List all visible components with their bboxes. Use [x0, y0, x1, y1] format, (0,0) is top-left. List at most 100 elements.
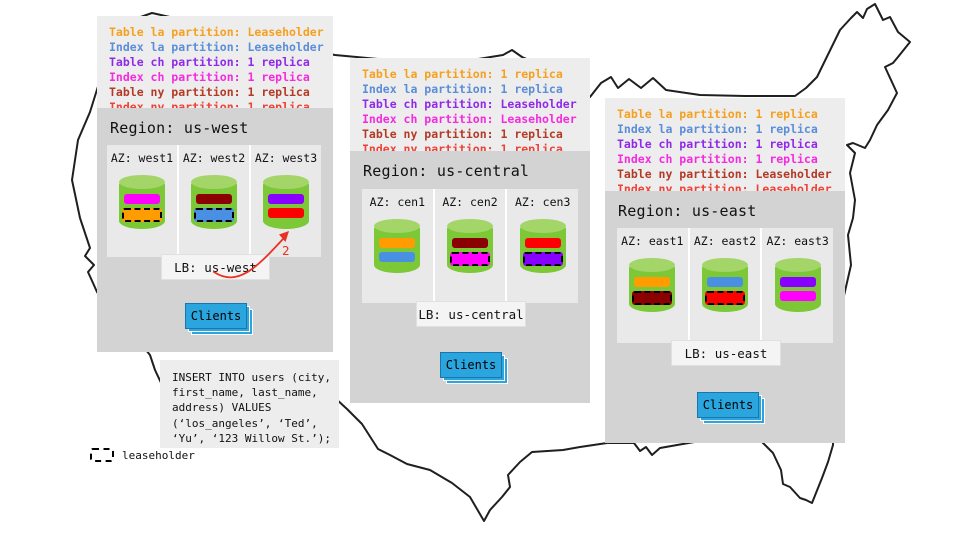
az-label: AZ: west1 — [110, 151, 174, 165]
db-node-cylinder — [519, 219, 566, 273]
partition-bar — [379, 238, 416, 248]
region-panel-us-east: Region: us-east AZ: east1 AZ: east2 — [605, 191, 845, 443]
partition-bar — [522, 252, 563, 266]
partition-bar — [122, 208, 162, 222]
clients-label: Clients — [440, 352, 502, 378]
sql-insert-note: INSERT INTO users (city, first_name, las… — [160, 360, 339, 448]
az-zone-cen3: AZ: cen3 — [507, 189, 579, 303]
sql-line: address) VALUES — [172, 401, 272, 415]
partition-bars — [119, 190, 165, 223]
sql-line: first_name, last_name, — [172, 386, 318, 400]
clients-box: Clients — [185, 303, 253, 335]
db-node-cylinder — [447, 219, 493, 273]
clients-label: Clients — [697, 392, 759, 418]
legend-line: Index ch partition: 1 replica — [109, 69, 310, 84]
partition-bar — [632, 291, 673, 305]
partition-bars — [447, 234, 493, 267]
partition-bar — [196, 194, 232, 204]
region-title: Region: us-central — [363, 162, 530, 180]
db-node-cylinder — [263, 175, 309, 229]
partition-bars — [263, 190, 309, 222]
partition-bar — [707, 277, 743, 287]
partition-bar — [634, 277, 671, 287]
az-label: AZ: west3 — [254, 151, 318, 165]
legend-line: Index la partition: 1 replica — [362, 81, 563, 96]
az-zone-west1: AZ: west1 — [107, 145, 177, 257]
region-title: Region: us-west — [110, 119, 249, 137]
az-label: AZ: west2 — [182, 151, 246, 165]
partition-bar — [524, 238, 561, 248]
legend-panel-us-west: Table la partition: Leaseholder Index la… — [97, 16, 333, 114]
legend-line: Table ny partition: 1 replica — [362, 126, 563, 141]
partition-bar — [379, 252, 416, 262]
az-group: AZ: west1 AZ: west2 AZ: — [107, 145, 321, 257]
az-group: AZ: cen1 AZ: cen2 AZ: ce — [362, 189, 579, 303]
sql-line: ‘Yu’, ‘123 Willow St.’); — [172, 431, 331, 445]
load-balancer-box: LB: us-west — [161, 254, 270, 280]
leaseholder-label: leaseholder — [122, 448, 195, 462]
db-node-cylinder — [702, 258, 748, 312]
legend-line: Table la partition: 1 replica — [617, 107, 818, 121]
db-node-cylinder — [629, 258, 676, 312]
partition-bar — [705, 291, 745, 305]
region-title: Region: us-east — [618, 202, 757, 220]
clients-box: Clients — [440, 352, 508, 384]
db-node-cylinder — [119, 175, 165, 229]
clients-label: Clients — [185, 303, 247, 329]
legend-line: Table la partition: Leaseholder — [109, 25, 324, 39]
legend-panel-us-central: Table la partition: 1 replica Index la p… — [350, 58, 590, 156]
sql-line: (‘los_angeles’, ‘Ted’, — [172, 416, 318, 430]
load-balancer-box: LB: us-east — [671, 340, 781, 366]
leaseholder-legend: leaseholder — [90, 448, 195, 462]
partition-bar — [779, 291, 816, 301]
region-panel-us-west: Region: us-west AZ: west1 AZ: west2 — [97, 108, 333, 352]
partition-bars — [374, 234, 420, 266]
legend-line: Table ch partition: 1 replica — [109, 54, 310, 69]
az-label: AZ: cen3 — [514, 195, 571, 209]
partition-bars — [775, 273, 821, 305]
az-group: AZ: east1 AZ: east2 AZ: — [617, 228, 834, 343]
legend-line: Table ch partition: Leaseholder — [362, 96, 577, 111]
partition-bar — [452, 238, 488, 248]
db-node-cylinder — [374, 219, 421, 273]
clients-box: Clients — [697, 392, 765, 424]
az-zone-west2: AZ: west2 — [179, 145, 249, 257]
legend-line: Index ch partition: Leaseholder — [362, 111, 577, 126]
db-node-cylinder — [774, 258, 821, 312]
legend-line: Index la partition: 1 replica — [617, 121, 818, 136]
az-zone-east1: AZ: east1 — [617, 228, 688, 343]
az-label: AZ: cen2 — [442, 195, 498, 209]
az-label: AZ: east3 — [766, 234, 829, 248]
partition-bars — [191, 190, 237, 223]
leaseholder-box-icon — [90, 448, 114, 462]
legend-line: Table la partition: 1 replica — [362, 67, 563, 81]
partition-bar — [268, 208, 304, 218]
db-node-cylinder — [191, 175, 237, 229]
replica-count-label: 2 — [282, 243, 290, 258]
legend-line: Index la partition: Leaseholder — [109, 39, 324, 54]
legend-line: Table ny partition: Leaseholder — [617, 166, 832, 181]
az-label: AZ: cen1 — [369, 195, 426, 209]
region-panel-us-central: Region: us-central AZ: cen1 AZ: cen2 — [350, 151, 590, 403]
az-zone-east3: AZ: east3 — [762, 228, 834, 343]
partition-bars — [520, 234, 566, 267]
legend-line: Table ch partition: 1 replica — [617, 136, 818, 151]
sql-line: INSERT INTO users (city, — [172, 371, 331, 384]
az-zone-cen2: AZ: cen2 — [434, 189, 506, 303]
az-label: AZ: east2 — [693, 234, 757, 248]
partition-bar — [779, 277, 816, 287]
partition-bar — [450, 252, 490, 266]
az-label: AZ: east1 — [621, 234, 684, 248]
partition-bar — [268, 194, 304, 204]
az-zone-cen1: AZ: cen1 — [362, 189, 433, 303]
partition-bar — [124, 194, 160, 204]
legend-line: Table ny partition: 1 replica — [109, 84, 310, 99]
az-zone-west3: AZ: west3 — [251, 145, 321, 257]
partition-bar — [194, 208, 234, 222]
partition-bars — [629, 273, 675, 306]
partition-bars — [702, 273, 748, 306]
az-zone-east2: AZ: east2 — [689, 228, 761, 343]
legend-line: Index ch partition: 1 replica — [617, 151, 818, 166]
legend-panel-us-east: Table la partition: 1 replica Index la p… — [605, 98, 845, 196]
